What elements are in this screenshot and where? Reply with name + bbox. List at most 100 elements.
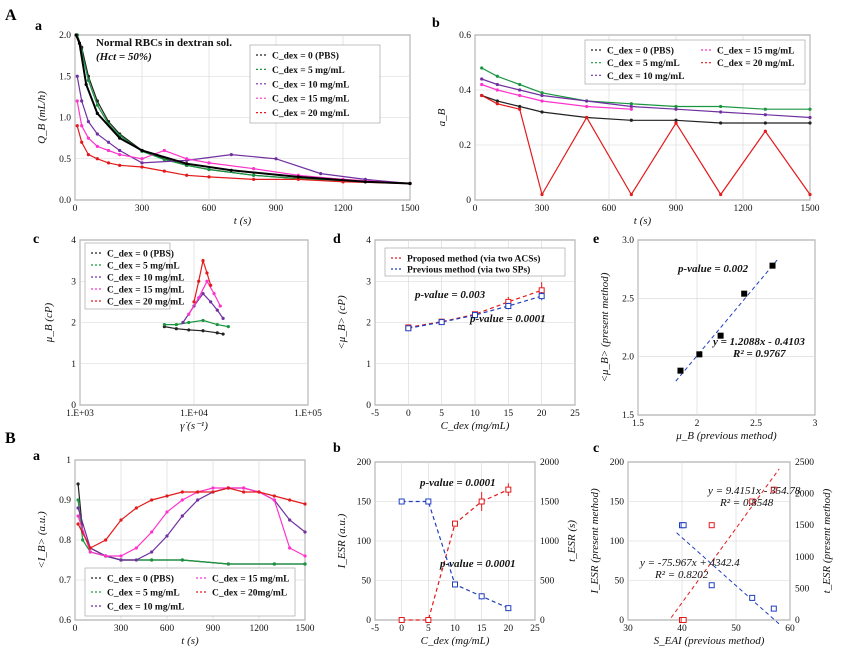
data-point: [629, 107, 633, 111]
legend-entry: C_dex = 5 mg/mL: [107, 589, 180, 599]
series-line: [408, 295, 542, 329]
data-point: [252, 173, 256, 177]
data-point: [680, 522, 687, 529]
x-axis-label: γ̇ (s⁻¹): [180, 420, 208, 432]
legend-entry: C_dex = 10 mg/mL: [107, 274, 184, 284]
data-point: [763, 129, 767, 133]
panel-letter-ba: a: [33, 449, 40, 464]
data-point: [719, 192, 723, 197]
data-point: [197, 296, 201, 300]
x-tick-label: 300: [535, 204, 550, 214]
data-point: [174, 322, 178, 327]
data-point: [438, 319, 445, 326]
legend-entry: C_dex = 15 mg/mL: [717, 47, 794, 57]
data-point: [629, 118, 633, 122]
y-tick-label: 100: [357, 537, 372, 547]
data-point: [86, 153, 90, 157]
legend-entry: C_dex = 20 mg/mL: [717, 59, 794, 69]
data-point: [95, 144, 99, 148]
chart-Ab: 0 300 600 900 1200 1500 0 0.2 0.4 0.6 t (s) a_B C_de…: [436, 31, 820, 227]
x-tick-label: 2: [695, 419, 700, 429]
y-tick-label: 0.5: [59, 155, 71, 165]
data-point: [518, 88, 522, 92]
data-point: [76, 498, 80, 502]
legend-entry: C_dex = 10 mg/mL: [607, 72, 684, 82]
y-tick-label: 0: [366, 616, 371, 626]
data-point: [134, 558, 138, 562]
y-tick-label: 4: [71, 236, 76, 246]
data-point: [405, 325, 412, 332]
annotation: y = 9.4151x - 354.78: [707, 485, 801, 497]
data-point: [215, 308, 219, 312]
data-point: [808, 107, 812, 111]
data-point: [180, 558, 184, 562]
data-point: [495, 82, 499, 87]
x-tick-label: 600: [602, 204, 617, 214]
data-point: [74, 33, 78, 37]
y2-tick-label: 1000: [540, 537, 559, 547]
data-point: [808, 121, 812, 125]
annotation: p-value = 0.0001: [419, 477, 496, 489]
annotation: p-value = 0.003: [414, 289, 486, 301]
data-point: [518, 107, 522, 111]
series-line: [77, 487, 306, 549]
data-point: [769, 262, 776, 269]
data-point: [677, 367, 684, 374]
data-point: [162, 322, 167, 327]
data-point: [398, 617, 405, 623]
data-point: [452, 581, 458, 588]
data-point: [201, 318, 205, 323]
data-point: [719, 110, 723, 114]
data-point: [76, 506, 80, 510]
data-point: [185, 157, 189, 161]
data-point: [505, 486, 512, 493]
data-point: [770, 486, 777, 493]
data-point: [181, 320, 185, 325]
data-point: [180, 498, 184, 502]
data-point: [257, 490, 261, 494]
x-tick-label: 5: [439, 409, 444, 419]
data-point: [221, 316, 225, 320]
legend-entry: C_dex = 10 mg/mL: [272, 80, 349, 90]
series-line: [481, 94, 811, 197]
section-label-b: B: [5, 430, 16, 447]
y-tick-label: 0.6: [59, 616, 71, 626]
data-point: [674, 121, 678, 125]
x-tick-label: 30: [623, 624, 633, 634]
data-point: [763, 113, 767, 117]
y-tick-label: 150: [357, 498, 372, 508]
data-point: [674, 118, 678, 122]
data-point: [288, 546, 292, 550]
x-tick-label: 600: [160, 624, 175, 634]
x-tick-label: 3: [813, 419, 818, 429]
series-line: [164, 319, 229, 328]
chart-Ba: 0 300 600 900 1200 1500 0.6 0.7 0.8 0.9 1 t (s) <I_B…: [36, 456, 315, 647]
data-point: [495, 88, 499, 92]
data-point: [272, 562, 276, 566]
x-tick-label: 0: [399, 624, 404, 634]
annotation: R² = 0.9767: [732, 348, 786, 360]
x-tick-label: 900: [669, 204, 684, 214]
data-point: [472, 312, 478, 319]
legend-box: [84, 567, 296, 617]
panel-letter-bc: c: [593, 441, 599, 456]
y-tick-label: 1: [71, 360, 76, 370]
chart-Bc: 30 40 50 6005010015020005001000150020002500…: [589, 458, 833, 647]
legend-entry: C_dex = 0 (PBS): [607, 46, 674, 57]
data-point: [674, 104, 678, 109]
annotation: (Hct = 50%): [96, 51, 152, 63]
data-point: [76, 522, 80, 526]
data-point: [140, 148, 144, 153]
y-tick-label: 0: [466, 196, 471, 206]
x-tick-label: 1200: [334, 204, 353, 214]
data-point: [119, 518, 123, 522]
data-point: [75, 99, 79, 103]
data-point: [80, 124, 84, 128]
chart-Aa: 0 300 600 900 1200 1500 0.0 0.5 1.0 1.5 2.0 t (s) Q_…: [36, 31, 420, 227]
x-tick-label: 900: [206, 624, 221, 634]
y-axis-label: <μ_B> (present method): [599, 272, 611, 382]
data-point: [165, 534, 169, 538]
data-point: [770, 605, 777, 612]
series-line: [76, 125, 411, 185]
y2-tick-label: 0: [540, 616, 545, 626]
